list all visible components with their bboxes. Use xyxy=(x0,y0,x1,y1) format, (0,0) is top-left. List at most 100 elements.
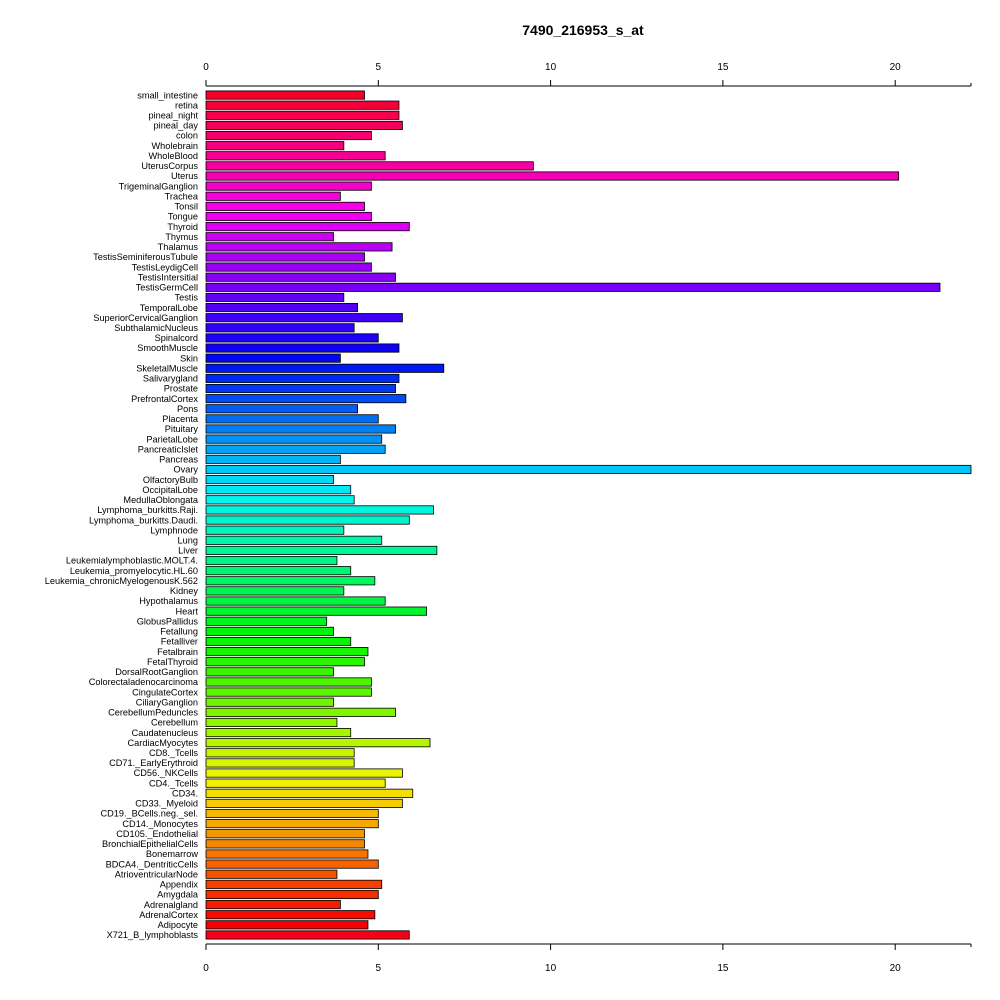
category-label: BronchialEpithelialCells xyxy=(102,839,198,849)
bar-Caudatenucleus xyxy=(205,728,352,738)
category-label: Prostate xyxy=(164,384,198,394)
bar-SubthalamicNucleus xyxy=(205,323,355,333)
bar-BronchialEpithelialCells xyxy=(205,839,365,849)
bar-X721_B_lymphoblasts xyxy=(205,930,410,940)
bar-Tonsil xyxy=(205,201,365,211)
category-label: Thalamus xyxy=(158,242,199,252)
category-label: TemporalLobe xyxy=(140,303,198,313)
bar-Leukemia_promyelocytic.HL.60 xyxy=(205,566,352,576)
bar-Cerebellum xyxy=(205,717,338,727)
category-label: TrigeminalGanglion xyxy=(119,181,198,191)
category-label: AdrenalCortex xyxy=(139,910,198,920)
category-label: CD4._Tcells xyxy=(149,778,198,788)
bar-Lymphnode xyxy=(205,525,345,535)
category-label: Thymus xyxy=(165,232,198,242)
category-label: Pons xyxy=(177,404,198,414)
bar-small_intestine xyxy=(205,90,365,100)
bar-Pancreas xyxy=(205,454,341,464)
category-label: CD71._EarlyErythroid xyxy=(109,758,198,768)
top-tick-label: 0 xyxy=(203,62,209,73)
bar-SmoothMuscle xyxy=(205,343,400,353)
bar-DorsalRootGanglion xyxy=(205,667,334,677)
bar-MedullaOblongata xyxy=(205,495,355,505)
bar-retina xyxy=(205,100,400,110)
bar-CerebellumPeduncles xyxy=(205,707,396,717)
category-label: Amygdala xyxy=(157,890,199,900)
bar-CD34. xyxy=(205,788,414,798)
bar-pineal_night xyxy=(205,110,400,120)
bar-SuperiorCervicalGanglion xyxy=(205,313,403,323)
bar-ParietalLobe xyxy=(205,434,383,444)
category-labels: small_intestineretinapineal_nightpineal_… xyxy=(45,90,199,940)
category-label: SmoothMuscle xyxy=(137,343,198,353)
bar-CD19._BCells.neg._sel. xyxy=(205,808,379,819)
bar-AtrioventricularNode xyxy=(205,869,338,879)
bar-CD14._Monocytes xyxy=(205,819,379,829)
category-label: Lung xyxy=(178,536,198,546)
category-label: OlfactoryBulb xyxy=(143,475,198,485)
category-label: Liver xyxy=(178,546,198,556)
bar-Skin xyxy=(205,353,341,363)
category-label: CingulateCortex xyxy=(132,687,198,697)
category-label: Pancreas xyxy=(159,455,198,465)
category-label: Adrenalgland xyxy=(144,900,198,910)
category-label: Thyroid xyxy=(167,222,198,232)
category-label: UterusCorpus xyxy=(141,161,198,171)
bar-Pons xyxy=(205,404,359,414)
bar-TrigeminalGanglion xyxy=(205,181,372,191)
category-label: TestisIntersitial xyxy=(138,272,198,282)
top-tick-label: 5 xyxy=(376,62,382,73)
category-label: TestisLeydigCell xyxy=(132,262,198,272)
category-label: AtrioventricularNode xyxy=(115,869,198,879)
bar-FetalThyroid xyxy=(205,657,365,667)
bar-CiliaryGanglion xyxy=(205,697,334,707)
bar-UterusCorpus xyxy=(205,161,534,171)
category-label: Lymphnode xyxy=(150,525,198,535)
category-label: CD8._Tcells xyxy=(149,748,198,758)
category-label: pineal_night xyxy=(148,111,198,121)
bar-Hypothalamus xyxy=(205,596,386,606)
category-label: SuperiorCervicalGanglion xyxy=(93,313,198,323)
bars xyxy=(205,90,972,940)
bar-CD8._Tcells xyxy=(205,748,355,758)
bar-CD4._Tcells xyxy=(205,778,386,788)
bar-Thyroid xyxy=(205,222,410,232)
bar-PancreaticIslet xyxy=(205,444,386,454)
bar-Thymus xyxy=(205,232,334,242)
category-label: Ovary xyxy=(173,465,198,475)
bar-GlobusPallidus xyxy=(205,616,328,626)
category-label: FetalThyroid xyxy=(147,657,198,667)
bar-CardiacMyocytes xyxy=(205,738,431,748)
bar-Fetalliver xyxy=(205,636,352,647)
category-label: Bonemarrow xyxy=(146,849,198,859)
bar-TestisIntersitial xyxy=(205,272,396,282)
bottom-tick-label: 20 xyxy=(890,963,902,974)
bottom-tick-label: 10 xyxy=(545,963,557,974)
category-label: Tongue xyxy=(168,212,198,222)
bar-Kidney xyxy=(205,586,345,596)
category-label: Fetalliver xyxy=(161,637,198,647)
category-label: Spinalcord xyxy=(155,333,198,343)
bar-colon xyxy=(205,130,372,141)
category-label: Wholebrain xyxy=(152,141,198,151)
category-label: CardiacMyocytes xyxy=(128,738,199,748)
bar-Trachea xyxy=(205,191,341,201)
axes: 0 0 5 5 10 10 15 15 20 20 xyxy=(203,62,972,974)
category-label: Leukemia_chronicMyelogenousK.562 xyxy=(45,576,198,586)
bar-Lymphoma_burkitts.Daudi. xyxy=(205,515,410,525)
category-label: CD105._Endothelial xyxy=(116,829,198,839)
bar-Adipocyte xyxy=(205,920,369,930)
category-label: Adipocyte xyxy=(158,920,198,930)
category-label: Uterus xyxy=(171,171,198,181)
bar-Appendix xyxy=(205,879,383,889)
category-label: OccipitalLobe xyxy=(142,485,198,495)
bar-TestisSeminiferousTubule xyxy=(205,252,365,262)
bar-WholeBlood xyxy=(205,151,386,161)
bar-Spinalcord xyxy=(205,333,379,343)
category-label: TestisGermCell xyxy=(136,283,198,293)
category-label: Hypothalamus xyxy=(139,596,198,606)
top-tick-label: 10 xyxy=(545,62,557,73)
bar-Liver xyxy=(205,545,438,555)
category-label: Leukemialymphoblastic.MOLT.4. xyxy=(66,556,198,566)
